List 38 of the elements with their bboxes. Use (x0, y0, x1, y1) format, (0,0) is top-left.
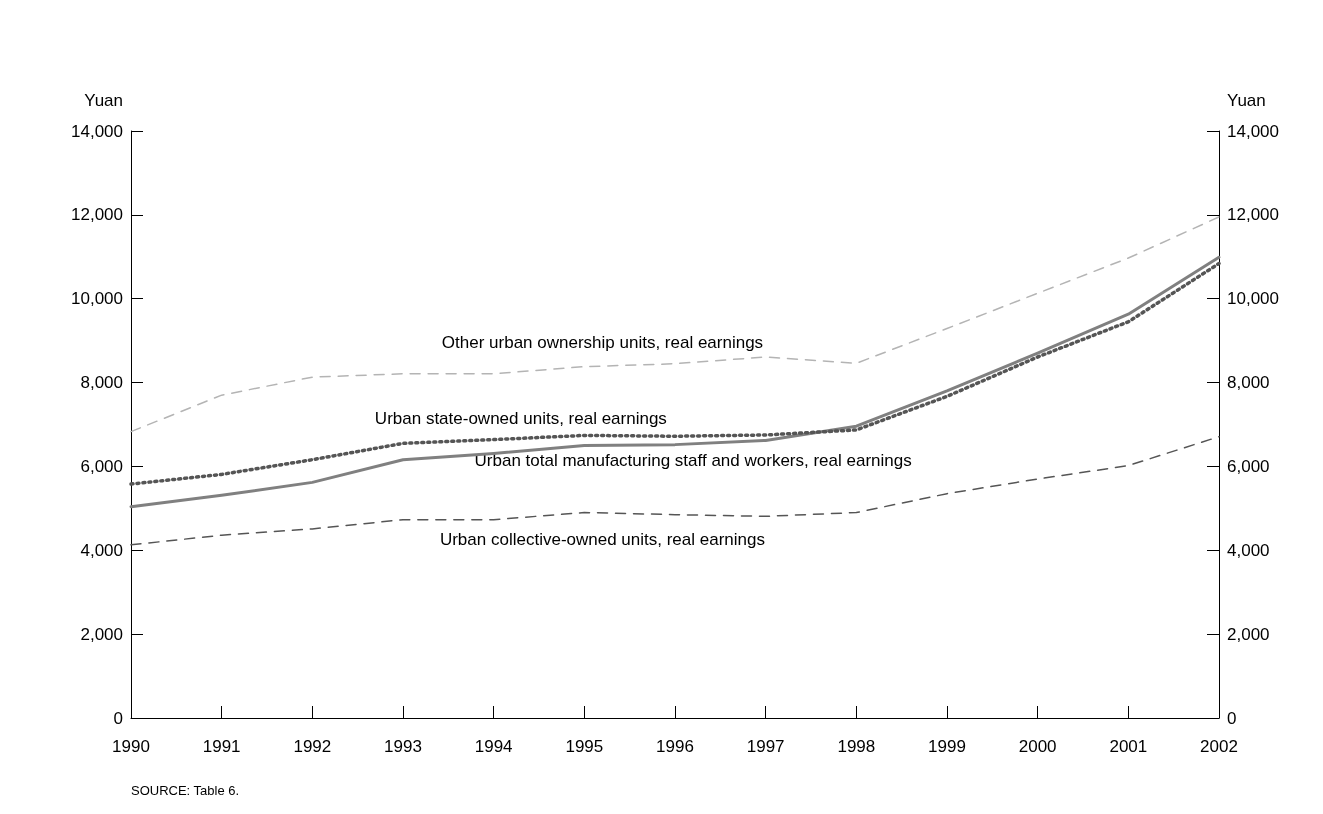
y-tick-label: 8,000 (80, 373, 123, 393)
line-series (130, 435, 1220, 546)
y-tick-label: 14,000 (71, 121, 123, 141)
x-tick-label: 1994 (474, 737, 513, 756)
series-label: Urban total manufacturing staff and workers, real earnings (474, 450, 912, 470)
y2-tick-label: 14,000 (1227, 121, 1279, 141)
y2-tick-label: 2,000 (1227, 624, 1270, 644)
y-tick-label: 10,000 (71, 289, 123, 309)
y-tick-label: 4,000 (80, 540, 123, 560)
x-tick-label: 2000 (1018, 737, 1057, 756)
series-label: Other urban ownership units, real earnings (441, 333, 764, 353)
y2-tick-label: 12,000 (1227, 205, 1279, 225)
y2-axis-title: Yuan (1227, 91, 1266, 110)
y-tick-label: 6,000 (80, 456, 123, 476)
series-label: Urban collective-owned units, real earnings (439, 530, 765, 550)
y-axis-title: Yuan (84, 91, 123, 110)
x-tick-label: 2002 (1200, 737, 1238, 756)
x-tick-label: 1992 (293, 737, 332, 756)
y2-tick-label: 8,000 (1227, 373, 1270, 393)
x-tick-label: 1999 (928, 737, 966, 756)
x-tick-label: 1995 (565, 737, 604, 756)
y2-tick-label: 4,000 (1227, 540, 1270, 560)
source-note: SOURCE: Table 6. (131, 783, 240, 798)
x-tick-label: 2001 (1109, 737, 1148, 756)
y-tick-label: 12,000 (71, 205, 123, 225)
y-tick-label: 0 (113, 708, 123, 728)
x-tick-label: 1997 (746, 737, 785, 756)
x-tick-label: 1993 (384, 737, 422, 756)
series-label: Urban state-owned units, real earnings (374, 408, 667, 428)
y2-tick-label: 0 (1227, 708, 1237, 728)
y-tick-label: 2,000 (80, 624, 123, 644)
x-tick-label: 1991 (202, 737, 241, 756)
x-tick-label: 1998 (837, 737, 876, 756)
x-tick-label: 1990 (112, 737, 150, 756)
y2-tick-label: 6,000 (1227, 456, 1270, 476)
y2-tick-label: 10,000 (1227, 289, 1279, 309)
line-series (130, 216, 1220, 433)
x-tick-label: 1996 (656, 737, 694, 756)
